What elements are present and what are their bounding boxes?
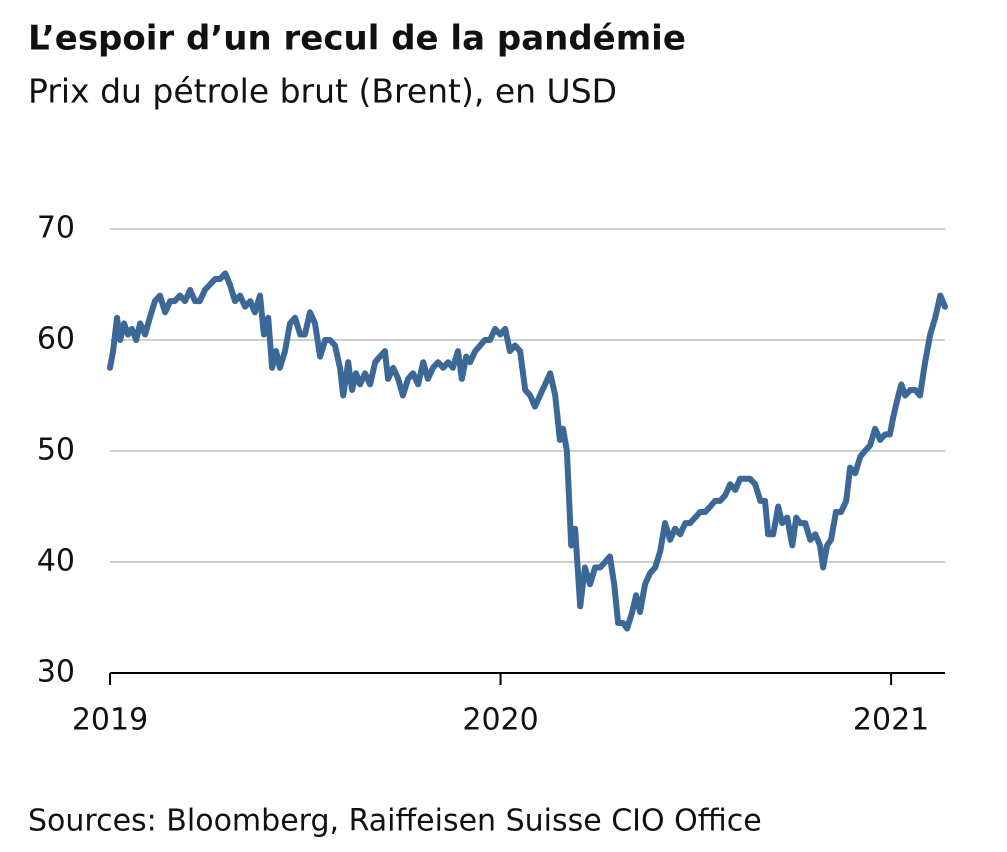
x-tick-label: 2019 <box>72 703 148 738</box>
chart-title: L’espoir d’un recul de la pandémie <box>28 19 686 59</box>
y-tick-label: 70 <box>37 211 75 246</box>
y-tick-label: 30 <box>37 655 75 690</box>
x-tick-label: 2021 <box>853 703 929 738</box>
source-note: Sources: Bloomberg, Raiffeisen Suisse CI… <box>28 804 762 839</box>
y-tick-label: 40 <box>37 544 75 579</box>
x-tick-label: 2020 <box>462 703 538 738</box>
price-line <box>107 270 948 632</box>
y-tick-label: 60 <box>37 322 75 357</box>
y-tick-label: 50 <box>37 433 75 468</box>
chart-subtitle: Prix du pétrole brut (Brent), en USD <box>28 72 617 111</box>
